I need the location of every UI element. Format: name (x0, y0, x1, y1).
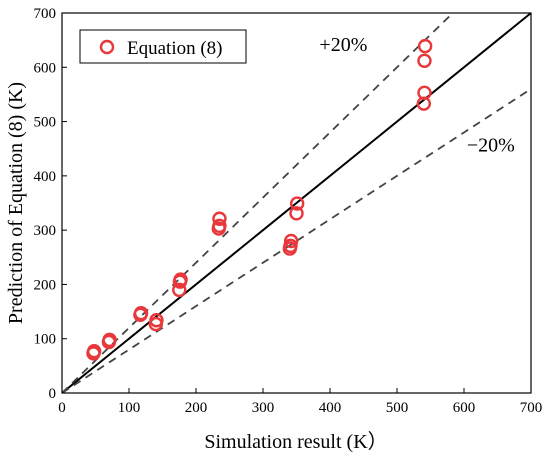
y-tick-label: 700 (34, 6, 57, 22)
x-tick-label: 0 (58, 400, 66, 416)
y-tick-label: 400 (34, 169, 57, 185)
data-point (289, 196, 305, 211)
data-points (86, 38, 433, 361)
data-point (417, 53, 432, 68)
x-tick-label: 100 (118, 400, 141, 416)
data-point (289, 206, 304, 221)
data-point (102, 332, 117, 347)
x-tick-label: 500 (386, 400, 409, 416)
legend: Equation (8) (79, 29, 247, 64)
reference-line-2 (62, 88, 531, 393)
data-point (86, 344, 102, 359)
y-tick-label: 100 (34, 332, 57, 348)
data-point (283, 233, 299, 249)
legend-box (79, 29, 247, 64)
data-point (417, 38, 433, 54)
data-point (212, 211, 227, 226)
y-tick-label: 500 (34, 115, 57, 131)
y-tick-label: 300 (34, 223, 57, 239)
x-tick-label: 400 (319, 400, 342, 416)
x-tick-label: 200 (185, 400, 208, 416)
reference-lines (62, 13, 531, 393)
data-point (149, 313, 164, 328)
reference-line-label: +20% (319, 34, 367, 56)
x-tick-label: 600 (453, 400, 476, 416)
data-point (283, 238, 298, 254)
y-tick-label: 0 (49, 386, 57, 402)
data-point (173, 272, 188, 287)
data-point (133, 306, 149, 321)
x-tick-label: 300 (252, 400, 275, 416)
y-tick-label: 600 (34, 60, 57, 76)
reference-line-label: −20% (467, 134, 515, 156)
data-point (417, 85, 432, 101)
x-axis-label: Simulation result (K） (204, 430, 387, 453)
reference-line-0 (62, 13, 531, 393)
x-axis: 0 100 200 300 400 500 600 700 (58, 388, 542, 416)
y-tick-label: 200 (34, 277, 57, 293)
legend-marker (99, 39, 115, 55)
y-axis: 0 100 200 300 400 500 600 700 (34, 6, 67, 402)
data-point (172, 282, 187, 298)
legend-label: Equation (8) (127, 38, 223, 59)
x-tick-label: 700 (520, 400, 543, 416)
reference-line-1 (62, 13, 455, 393)
y-axis-label: Prediction of Equation (8) (K) (5, 82, 27, 324)
reference-line-labels: +20% −20% (319, 34, 514, 156)
data-point (212, 218, 227, 234)
plot-frame (61, 12, 532, 394)
